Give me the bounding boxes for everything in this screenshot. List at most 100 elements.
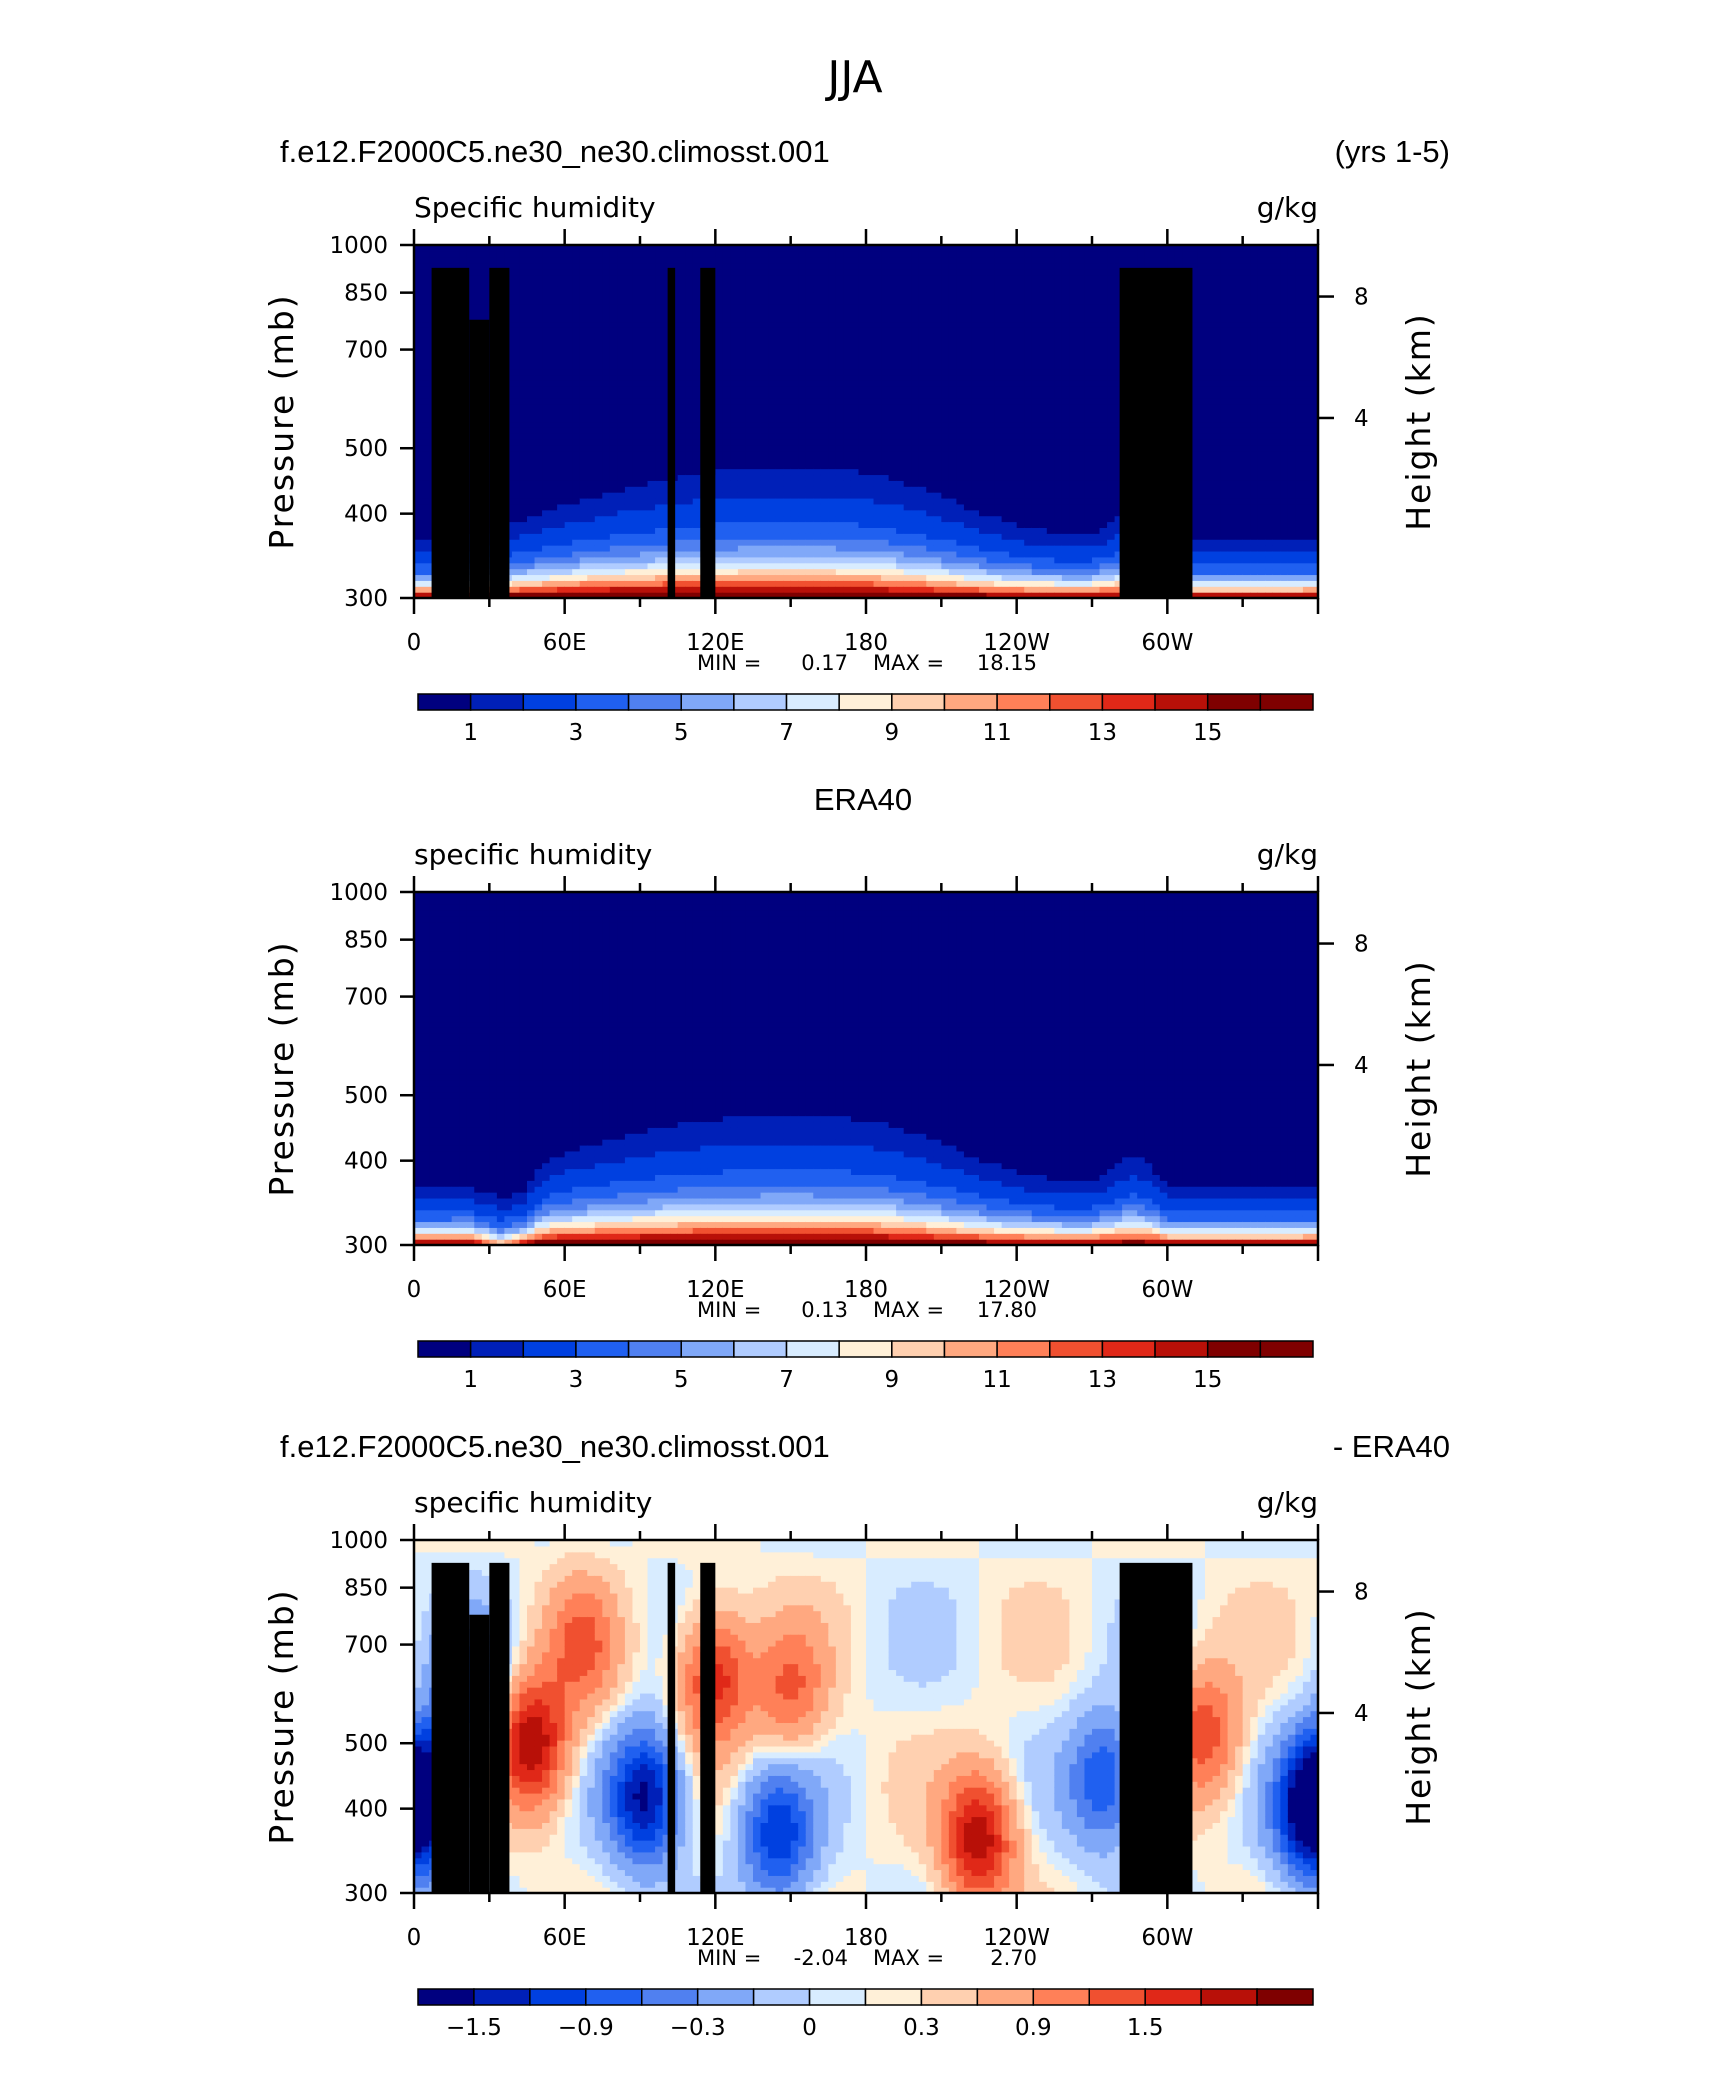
colorbar-box [1206, 693, 1262, 711]
y-tick-label: 850 [344, 1576, 388, 1602]
colorbar: 1 3 5 7 9 11 13 15 [417, 693, 1314, 746]
min-label: MIN = [697, 1298, 761, 1322]
colorbar-box [943, 1340, 998, 1358]
x-tick-label: 180 [844, 1925, 888, 1951]
variable-title: Specific humidity [414, 191, 656, 224]
colorbar-box [733, 1340, 788, 1358]
colorbar-box [996, 1340, 1051, 1358]
colorbar-box [469, 693, 525, 711]
topography-mask [489, 1562, 510, 1893]
max-value: 17.80 [977, 1298, 1037, 1322]
colorbar-label: 7 [779, 720, 794, 746]
height-tick-label: 8 [1354, 1580, 1369, 1606]
colorbar-label: 9 [885, 1367, 900, 1393]
panel3-minus-dataset: - ERA40 [1333, 1429, 1450, 1464]
y-tick-label: 500 [344, 1083, 388, 1109]
colorbar-box [920, 1988, 979, 2006]
colorbar-box [752, 1988, 811, 2006]
panel-difference-humidity: 0 60E 120E 180 120W 60W 300 400 500 700 850 1000 Pre… [262, 1486, 1438, 2041]
colorbar-box [1144, 1988, 1202, 2006]
colorbar-label: 7 [779, 1367, 794, 1393]
colorbar-box [680, 1340, 735, 1358]
panel-model-humidity: 0 60E 120E 180 120W 60W 300 400 500 700 850 1000 Pre… [262, 191, 1438, 746]
topography-mask [700, 1562, 716, 1893]
x-tick-label: 180 [844, 630, 888, 656]
colorbar-box [996, 693, 1051, 711]
x-axis: 0 60E 120E 180 120W 60W [407, 229, 1320, 656]
variable-title: specific humidity [414, 838, 652, 871]
colorbar-box [838, 693, 893, 711]
x-tick-label: 60E [543, 1925, 587, 1951]
colorbar-box [808, 1988, 867, 2006]
right-axis-title: Height (km) [1399, 1607, 1438, 1826]
colorbar-label: 1 [463, 720, 478, 746]
x-tick-label: 120E [686, 1925, 744, 1951]
y-tick-label: 1000 [329, 233, 388, 259]
y-tick-label: 700 [344, 985, 388, 1011]
x-tick-label: 60E [543, 1277, 587, 1303]
right-axis-title: Height (km) [1399, 959, 1438, 1178]
colorbar-box [1259, 1340, 1314, 1358]
topography-mask [1119, 267, 1193, 598]
y-axis-right: 8 4 Height (km) [1318, 285, 1438, 531]
y-tick-label: 850 [344, 928, 388, 954]
colorbar-label: 1.5 [1127, 2015, 1164, 2041]
colorbar-label: 5 [674, 720, 689, 746]
colorbar-box [864, 1988, 923, 2006]
topography-mask [431, 267, 470, 598]
min-label: MIN = [697, 1946, 761, 1970]
y-tick-label: 1000 [329, 1528, 388, 1554]
panel1-years: (yrs 1-5) [1335, 134, 1450, 169]
panel2-dataset-name: ERA40 [814, 782, 912, 817]
colorbar-box [1259, 693, 1314, 711]
y-axis-title: Pressure (mb) [262, 1588, 301, 1844]
colorbar-label: −0.9 [558, 2015, 614, 2041]
y-axis-left: 300 400 500 700 850 1000 Pressure (mb) [262, 1528, 414, 1907]
colorbar-box [417, 1340, 472, 1358]
colorbar-box [1088, 1988, 1146, 2006]
y-axis-title: Pressure (mb) [262, 940, 301, 1196]
colorbar-box [1049, 1340, 1104, 1358]
height-tick-label: 4 [1354, 1701, 1369, 1727]
colorbar-box [733, 693, 788, 711]
y-tick-label: 400 [344, 1797, 388, 1823]
y-tick-label: 500 [344, 436, 388, 462]
min-label: MIN = [697, 651, 761, 675]
colorbar-label: 3 [569, 720, 584, 746]
x-tick-label: 60W [1141, 1925, 1193, 1951]
height-tick-label: 8 [1354, 932, 1369, 958]
colorbar-box [627, 1340, 682, 1358]
max-label: MAX = [873, 651, 944, 675]
colorbar-box [627, 693, 682, 711]
y-tick-label: 300 [344, 586, 388, 612]
x-tick-label: 120E [686, 1277, 744, 1303]
y-tick-label: 700 [344, 1633, 388, 1659]
min-value: 0.17 [801, 651, 848, 675]
topography-mask [667, 1562, 676, 1893]
colorbar-box [1049, 693, 1104, 711]
y-tick-label: 300 [344, 1233, 388, 1259]
colorbar-label: −1.5 [446, 2015, 502, 2041]
colorbar-box [522, 693, 577, 711]
colorbar-box [976, 1988, 1035, 2006]
colorbar-box [585, 1988, 643, 2006]
x-tick-label: 0 [407, 630, 422, 656]
height-tick-label: 4 [1354, 406, 1369, 432]
y-axis-left: 300 400 500 700 850 1000 Pressure (mb) [262, 233, 414, 612]
colorbar-label: 15 [1193, 720, 1222, 746]
colorbar-label: 1 [463, 1367, 478, 1393]
height-tick-label: 8 [1354, 285, 1369, 311]
colorbar-box [696, 1988, 755, 2006]
panel-era40-humidity: 0 60E 120E 180 120W 60W 300 400 500 700 850 1000 Pre… [262, 838, 1438, 1393]
y-axis-left: 300 400 500 700 850 1000 Pressure (mb) [262, 880, 414, 1259]
colorbar-label: 0 [802, 2015, 817, 2041]
x-tick-label: 0 [407, 1925, 422, 1951]
colorbar-box [785, 1340, 840, 1358]
y-axis-right: 8 4 Height (km) [1318, 932, 1438, 1178]
units-label: g/kg [1257, 191, 1318, 224]
x-tick-label: 120W [983, 630, 1050, 656]
height-tick-label: 4 [1354, 1053, 1369, 1079]
topography-mask [469, 319, 490, 598]
topography-mask [489, 267, 510, 598]
colorbar-label: 11 [982, 720, 1011, 746]
